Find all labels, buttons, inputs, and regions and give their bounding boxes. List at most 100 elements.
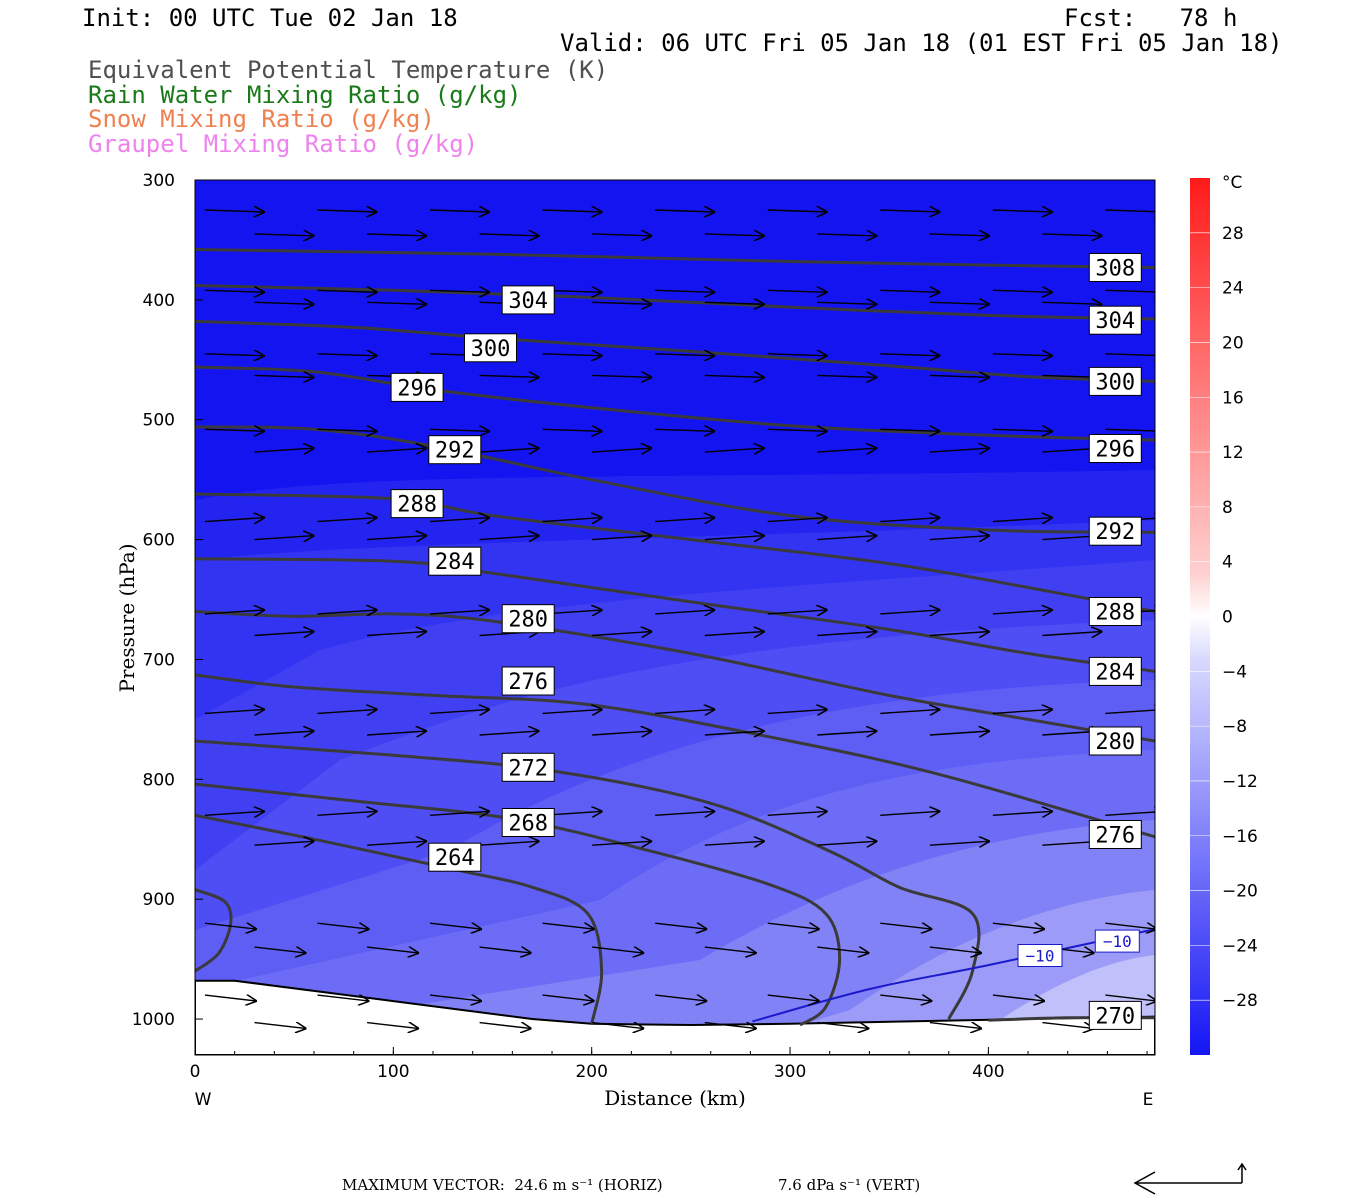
wind-vector (317, 354, 378, 356)
wind-vector (1105, 995, 1155, 1001)
wind-vector (767, 429, 828, 431)
x-tick-label: 400 (972, 1062, 1004, 1082)
contour-label-288: 288 (1088, 597, 1142, 626)
theta-e-contour-268 (195, 782, 842, 1027)
colorbar-tick-label: −16 (1222, 827, 1258, 847)
x-axis-title: Distance (km) (604, 1086, 746, 1110)
wind-vector (542, 518, 603, 522)
wind-vector (429, 518, 490, 522)
wind-vector (592, 375, 652, 377)
wind-vector (429, 429, 490, 431)
wind-vector (479, 448, 540, 452)
wind-vector (767, 354, 828, 356)
wind-vector (317, 811, 378, 815)
contour-label-300: 300 (1088, 366, 1142, 396)
max-vector-vert: 7.6 dPa s⁻¹ (VERT) (778, 1176, 921, 1194)
contour-label-264: 264 (428, 842, 482, 872)
wind-vector (592, 947, 644, 953)
wind-vector (254, 302, 315, 304)
wind-vector (1105, 923, 1155, 929)
wind-vector (929, 947, 982, 953)
colorbar-tick-label: −20 (1222, 882, 1258, 902)
wind-vector (880, 429, 940, 431)
theta-e-contour-308 (195, 248, 1155, 269)
wind-vector (704, 302, 765, 304)
contour-label-272: 272 (501, 752, 555, 782)
wind-vector (929, 536, 990, 540)
wind-vector (542, 923, 595, 929)
contour-label-text: 292 (435, 439, 475, 464)
contour-label-text: 288 (1095, 601, 1135, 626)
wind-vector (992, 429, 1053, 431)
theta-e-contour-272 (195, 739, 981, 1020)
wind-vector (992, 610, 1053, 614)
wind-vector (592, 448, 652, 452)
wind-vector (542, 354, 603, 356)
contour-label-text: 308 (1095, 257, 1135, 282)
theta-e-contour-260 (195, 888, 233, 973)
x-axis-right-label: E (1143, 1090, 1154, 1110)
contour-label-text: 270 (1095, 1004, 1135, 1029)
wind-vector (204, 811, 265, 815)
wind-vector (992, 518, 1053, 522)
contour-label-text: 280 (508, 608, 548, 633)
wind-vector (204, 210, 265, 212)
wind-vector (367, 448, 427, 452)
contour-label-284: 284 (1088, 656, 1142, 686)
wind-vector (542, 709, 603, 713)
wind-vector (429, 995, 482, 1001)
wind-vector (204, 709, 265, 713)
x-axis-left-label: W (195, 1090, 212, 1110)
colorbar-tick-label: 24 (1222, 279, 1244, 299)
y-axis-title: Pressure (hPa) (115, 544, 139, 693)
max-vector-key (1133, 1162, 1247, 1195)
wind-vector (479, 1023, 532, 1029)
wind-vector (1042, 632, 1102, 636)
contour-label-text: 276 (1095, 824, 1135, 849)
contour-label-270: 270 (1088, 1000, 1142, 1030)
wind-vector (479, 375, 540, 377)
wind-vector (429, 709, 490, 713)
wind-vector (929, 841, 990, 845)
wind-vector (992, 290, 1053, 292)
wind-vector (767, 709, 828, 713)
contour-label-text: 284 (1095, 660, 1135, 685)
wind-vector (1105, 210, 1155, 212)
contour-label-276: 276 (501, 666, 555, 696)
wind-vector (254, 841, 315, 845)
wind-vector (367, 632, 427, 636)
y-tick-label: 300 (143, 171, 175, 191)
wind-vector (817, 731, 877, 735)
wind-vector (204, 290, 265, 292)
wind-vector (817, 302, 877, 304)
wind-vector (817, 947, 869, 953)
wind-vector (704, 841, 765, 845)
contour-label-text: 284 (435, 550, 475, 575)
wind-vector (817, 375, 877, 377)
wind-vector (367, 841, 427, 845)
wind-vector (204, 518, 265, 522)
wind-vector (655, 429, 715, 431)
wind-vector (929, 731, 990, 735)
wind-vector (254, 375, 315, 377)
colorbar-tick-label: 20 (1222, 333, 1244, 353)
contour-label-text: 296 (1095, 438, 1135, 463)
wind-vector (704, 632, 765, 636)
wind-vector (992, 210, 1053, 212)
isotherm-label: −10 (1017, 944, 1063, 967)
wind-vector (817, 536, 877, 540)
max-vector-vert-arrow (1237, 1162, 1247, 1183)
wind-vector (880, 923, 932, 929)
theta-e-contour-264 (195, 813, 604, 1025)
wind-vector (929, 234, 990, 236)
wind-vector (655, 610, 715, 614)
wind-vector (254, 632, 315, 636)
contour-label-304: 304 (1088, 305, 1142, 335)
wind-vector (767, 290, 828, 292)
contour-label-text: 304 (1095, 309, 1135, 334)
contour-label-296: 296 (390, 372, 444, 402)
contour-label-text: 300 (1095, 370, 1135, 395)
x-tick-label: 300 (774, 1062, 806, 1082)
contour-label-text: 300 (471, 337, 511, 362)
